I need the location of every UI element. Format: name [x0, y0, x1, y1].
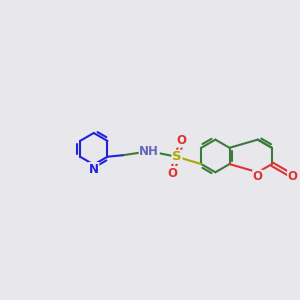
Text: O: O — [177, 134, 187, 147]
Text: O: O — [253, 170, 263, 183]
Text: O: O — [288, 169, 298, 183]
Text: N: N — [89, 163, 99, 176]
Text: S: S — [172, 150, 182, 163]
Text: NH: NH — [139, 145, 159, 158]
Text: O: O — [167, 167, 177, 179]
